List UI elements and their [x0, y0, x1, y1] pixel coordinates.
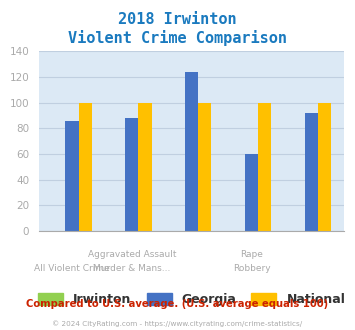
Bar	[258, 103, 271, 231]
Text: © 2024 CityRating.com - https://www.cityrating.com/crime-statistics/: © 2024 CityRating.com - https://www.city…	[53, 321, 302, 327]
Bar	[318, 103, 331, 231]
Bar	[138, 103, 152, 231]
Text: Robbery: Robbery	[233, 264, 271, 273]
Text: Compared to U.S. average. (U.S. average equals 100): Compared to U.S. average. (U.S. average …	[26, 299, 329, 309]
Bar	[125, 118, 138, 231]
Text: 2018 Irwinton: 2018 Irwinton	[118, 12, 237, 26]
Bar	[185, 72, 198, 231]
Text: Aggravated Assault: Aggravated Assault	[88, 250, 176, 259]
Bar	[78, 103, 92, 231]
Bar	[65, 120, 78, 231]
Text: Violent Crime Comparison: Violent Crime Comparison	[68, 30, 287, 46]
Text: Rape: Rape	[240, 250, 263, 259]
Bar	[245, 154, 258, 231]
Text: All Violent Crime: All Violent Crime	[34, 264, 110, 273]
Legend: Irwinton, Georgia, National: Irwinton, Georgia, National	[33, 288, 350, 311]
Bar	[198, 103, 212, 231]
Bar	[305, 113, 318, 231]
Text: Murder & Mans...: Murder & Mans...	[93, 264, 170, 273]
